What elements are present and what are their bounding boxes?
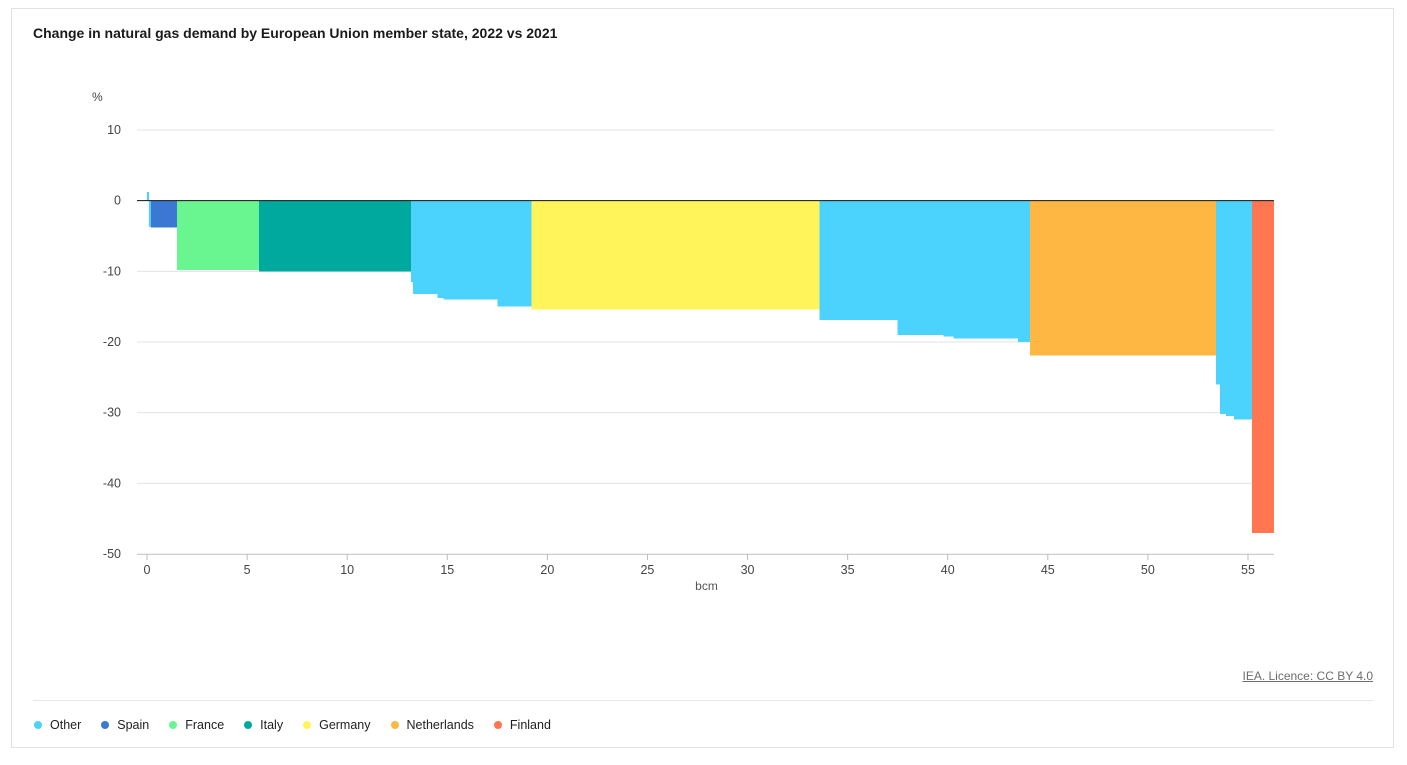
bar-other xyxy=(953,200,1018,339)
bar-other xyxy=(1215,200,1220,385)
legend-swatch xyxy=(493,721,502,729)
legend-label: Germany xyxy=(319,718,371,732)
chart-card: Change in natural gas demand by European… xyxy=(11,8,1394,748)
legend-label: Other xyxy=(50,718,82,732)
y-axis-label: % xyxy=(92,90,103,104)
bar-other xyxy=(149,200,152,227)
x-tick-label: 15 xyxy=(440,563,454,577)
bar-italy xyxy=(259,200,412,272)
y-tick-label: -40 xyxy=(103,476,121,490)
legend-item-other[interactable]: Other xyxy=(34,718,81,732)
bar-spain xyxy=(151,200,178,228)
legend-item-finland[interactable]: Finland xyxy=(493,718,551,732)
bar-other xyxy=(147,192,150,201)
bar-other xyxy=(443,200,498,300)
x-axis-label: bcm xyxy=(695,579,718,593)
x-tick-label: 50 xyxy=(1141,563,1155,577)
legend-divider xyxy=(33,700,1373,701)
bar-netherlands xyxy=(1029,200,1216,356)
legend-item-italy[interactable]: Italy xyxy=(244,718,283,732)
legend-item-germany[interactable]: Germany xyxy=(303,718,371,732)
chart-title: Change in natural gas demand by European… xyxy=(33,25,558,41)
bar-other xyxy=(497,200,532,307)
bar-other xyxy=(411,200,414,282)
y-tick-label: -30 xyxy=(103,406,121,420)
y-tick-label: -20 xyxy=(103,335,121,349)
legend-label: Spain xyxy=(117,718,150,732)
license-link[interactable]: IEA. Licence: CC BY 4.0 xyxy=(1242,669,1373,683)
x-tick-label: 0 xyxy=(144,563,151,577)
x-tick-label: 45 xyxy=(1041,563,1055,577)
x-tick-label: 20 xyxy=(540,563,554,577)
x-tick-label: 35 xyxy=(841,563,855,577)
y-tick-label: 0 xyxy=(114,194,121,208)
x-tick-label: 5 xyxy=(244,563,251,577)
legend-swatch xyxy=(169,721,178,729)
x-tick-label: 30 xyxy=(741,563,755,577)
bar-other xyxy=(819,200,898,321)
legend-swatch xyxy=(34,721,42,729)
legend-label: Finland xyxy=(509,718,551,732)
chart-plot: 10 0 -10 -20 -30 -40 -50% 0 5 10 15 20 25 30 35 40 45 50 5… xyxy=(92,90,1274,593)
bar-france xyxy=(177,200,260,270)
x-tick-label: 40 xyxy=(941,563,955,577)
bar-other xyxy=(897,200,944,335)
y-tick-label: -50 xyxy=(103,547,121,561)
legend-swatch xyxy=(390,721,399,729)
bar-germany xyxy=(531,200,820,310)
legend-item-france[interactable]: France xyxy=(169,718,224,732)
bar-finland xyxy=(1251,200,1274,533)
legend-label: Italy xyxy=(260,718,284,732)
bar-other xyxy=(1017,200,1030,342)
chart-legend: Other Spain France Italy Germany Netherlands F… xyxy=(34,718,551,732)
x-tick-label: 10 xyxy=(340,563,354,577)
x-tick-label: 25 xyxy=(640,563,654,577)
x-tick-label: 55 xyxy=(1241,563,1255,577)
bar-other xyxy=(1225,200,1234,417)
legend-swatch xyxy=(101,721,110,729)
legend-label: France xyxy=(185,718,225,732)
legend-swatch xyxy=(244,721,253,729)
bar-other xyxy=(943,200,954,337)
y-tick-label: 10 xyxy=(107,123,121,137)
bar-other xyxy=(1219,200,1226,415)
legend-label: Netherlands xyxy=(406,718,474,732)
legend-item-netherlands[interactable]: Netherlands xyxy=(390,718,474,732)
legend-item-spain[interactable]: Spain xyxy=(101,718,149,732)
legend-swatch xyxy=(303,721,312,729)
bar-other xyxy=(413,200,438,294)
y-tick-label: -10 xyxy=(103,264,121,278)
bar-other xyxy=(1233,200,1252,420)
bar-other xyxy=(437,200,444,299)
